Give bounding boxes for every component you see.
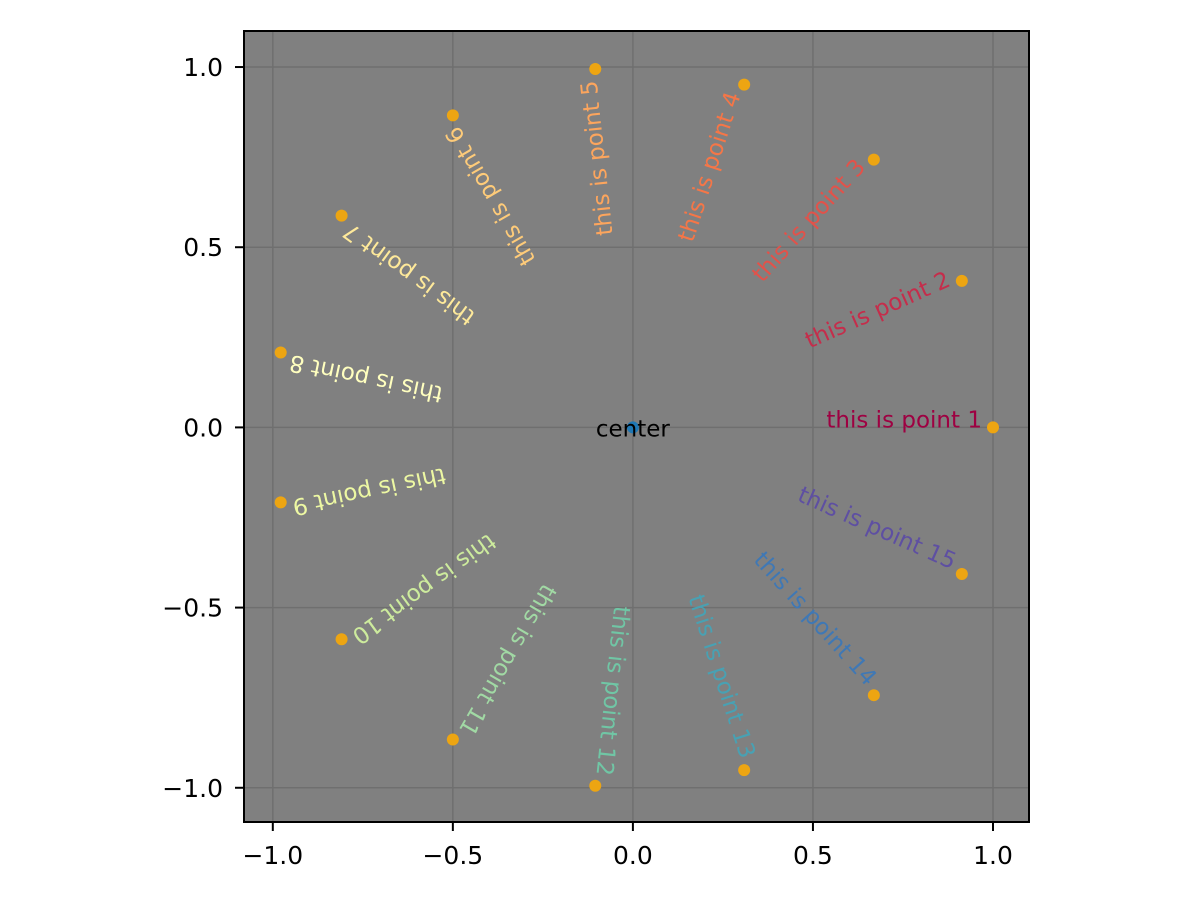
y-tick-label: −1.0 <box>162 774 223 803</box>
data-point <box>446 109 459 122</box>
data-point <box>867 689 880 702</box>
data-point <box>955 274 968 287</box>
data-point <box>274 346 287 359</box>
data-point <box>738 78 751 91</box>
data-point <box>867 153 880 166</box>
x-tick-label: 0.5 <box>793 841 833 870</box>
y-tick-label: −0.5 <box>162 594 223 623</box>
data-point <box>986 421 999 434</box>
data-point <box>589 63 602 76</box>
x-tick-label: −1.0 <box>242 841 303 870</box>
y-tick-label: 0.0 <box>183 413 223 442</box>
data-point <box>446 733 459 746</box>
data-point <box>335 633 348 646</box>
data-point <box>955 567 968 580</box>
y-tick-label: 1.0 <box>183 53 223 82</box>
x-tick-label: −0.5 <box>422 841 483 870</box>
data-point <box>335 209 348 222</box>
data-point <box>274 496 287 509</box>
center-label: center <box>596 416 671 442</box>
data-point <box>738 764 751 777</box>
x-tick-label: 0.0 <box>613 841 653 870</box>
point-label: this is point 1 <box>826 407 982 433</box>
x-tick-label: 1.0 <box>973 841 1013 870</box>
y-tick-label: 0.5 <box>183 233 223 262</box>
center-point <box>626 421 639 434</box>
data-point <box>589 779 602 792</box>
